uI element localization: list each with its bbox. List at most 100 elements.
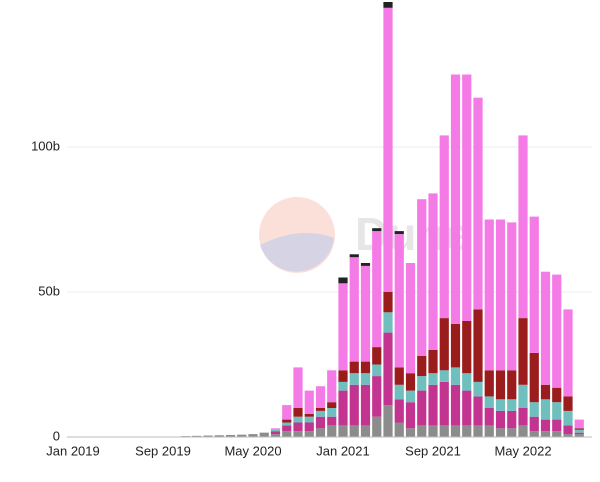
bar-segment [462,425,472,437]
bar-segment [417,376,427,391]
bar-segment [495,399,506,411]
bar-segment [495,428,506,437]
bar-segment [394,234,404,368]
bar-segment [315,416,326,429]
bar-segment [507,428,517,437]
bar-segment [540,419,551,432]
bar-segment [192,435,202,437]
bar-segment [293,408,303,417]
bar-segment [529,416,539,432]
bar-segment [462,321,472,374]
x-tick-label: May 2020 [224,443,281,458]
bar-segment [405,428,416,437]
bar-segment [563,434,573,437]
bar-segment [394,384,404,400]
bar-segment [574,429,584,433]
bar-segment [214,435,224,437]
bar-segment [405,390,416,403]
bar-segment [450,384,461,426]
bar-segment [540,399,551,420]
bar-segment [473,309,483,382]
bar-segment [552,431,562,437]
bar-segment [552,387,562,403]
bar-segment [315,410,326,417]
bar-segment [394,367,404,385]
bar-segment [304,431,314,437]
bar-segment [439,425,449,437]
bar-segment [360,361,371,374]
bar-segment [248,434,258,437]
bar-segment [282,431,292,437]
bar-segment [552,274,562,388]
bar-segment [338,425,348,437]
bar-segment [473,381,483,397]
bar-segment [450,74,461,324]
bar-segment [507,410,517,429]
bar-segment [484,219,494,371]
bar-segment [293,416,303,423]
bar-segment [327,416,337,426]
bar-segment [518,408,528,426]
bar-segment [574,432,584,435]
x-tick-label: Jan 2019 [46,443,100,458]
bar-segment [372,416,382,437]
bar-segment [372,231,382,348]
x-tick-label: Sep 2021 [405,443,461,458]
x-tick-label: May 2022 [494,443,551,458]
bar-segment [304,390,314,414]
bar-segment [428,425,438,437]
bar-segment [417,355,427,377]
bar-segment [293,367,303,408]
bar-segment [473,396,483,426]
bar-segment [405,263,416,374]
bar-segment [360,263,371,266]
bar-segment [495,219,506,371]
bar-segment [315,386,326,408]
bar-segment [304,416,314,423]
bar-segment [507,370,517,400]
bar-segment [439,135,449,319]
bar-segment [327,425,337,437]
bar-segment [372,376,382,417]
bar-segment [383,312,393,333]
bar-segment [237,434,247,437]
bar-segment [428,350,438,374]
bar-segment [462,373,472,391]
bar-segment [282,419,292,423]
bar-segment [484,425,494,437]
bar-segment [383,2,393,8]
bar-segment [484,396,494,408]
bar-segment [383,405,393,437]
x-tick-label: Jan 2021 [316,443,370,458]
bar-segment [518,384,528,408]
bar-segment [450,425,461,437]
bar-segment [270,431,281,435]
bar-segment [450,323,461,368]
bar-segment [473,97,483,310]
bar-segment [529,402,539,417]
bar-segment [338,277,348,284]
bar-segment [428,193,438,350]
bar-segment [484,408,494,426]
bar-segment [563,396,573,411]
bar-segment [372,347,382,365]
bar-segment [529,216,539,353]
bar-segment [495,370,506,400]
bar-segment [270,429,281,432]
bar-segment [552,419,562,432]
bar-segment [225,434,236,437]
y-tick-label: 0 [53,428,60,443]
bar-segment [417,390,427,426]
bar-segment [529,352,539,403]
bar-segment [518,318,528,385]
bar-segment [282,405,292,420]
bar-segment [349,425,359,437]
bar-segment [327,402,337,408]
bar-segment [439,381,449,426]
bar-segment [507,222,517,371]
bar-segment [563,410,573,426]
bar-segment [349,373,359,385]
bar-segment [282,425,292,432]
bar-segment [574,419,584,429]
